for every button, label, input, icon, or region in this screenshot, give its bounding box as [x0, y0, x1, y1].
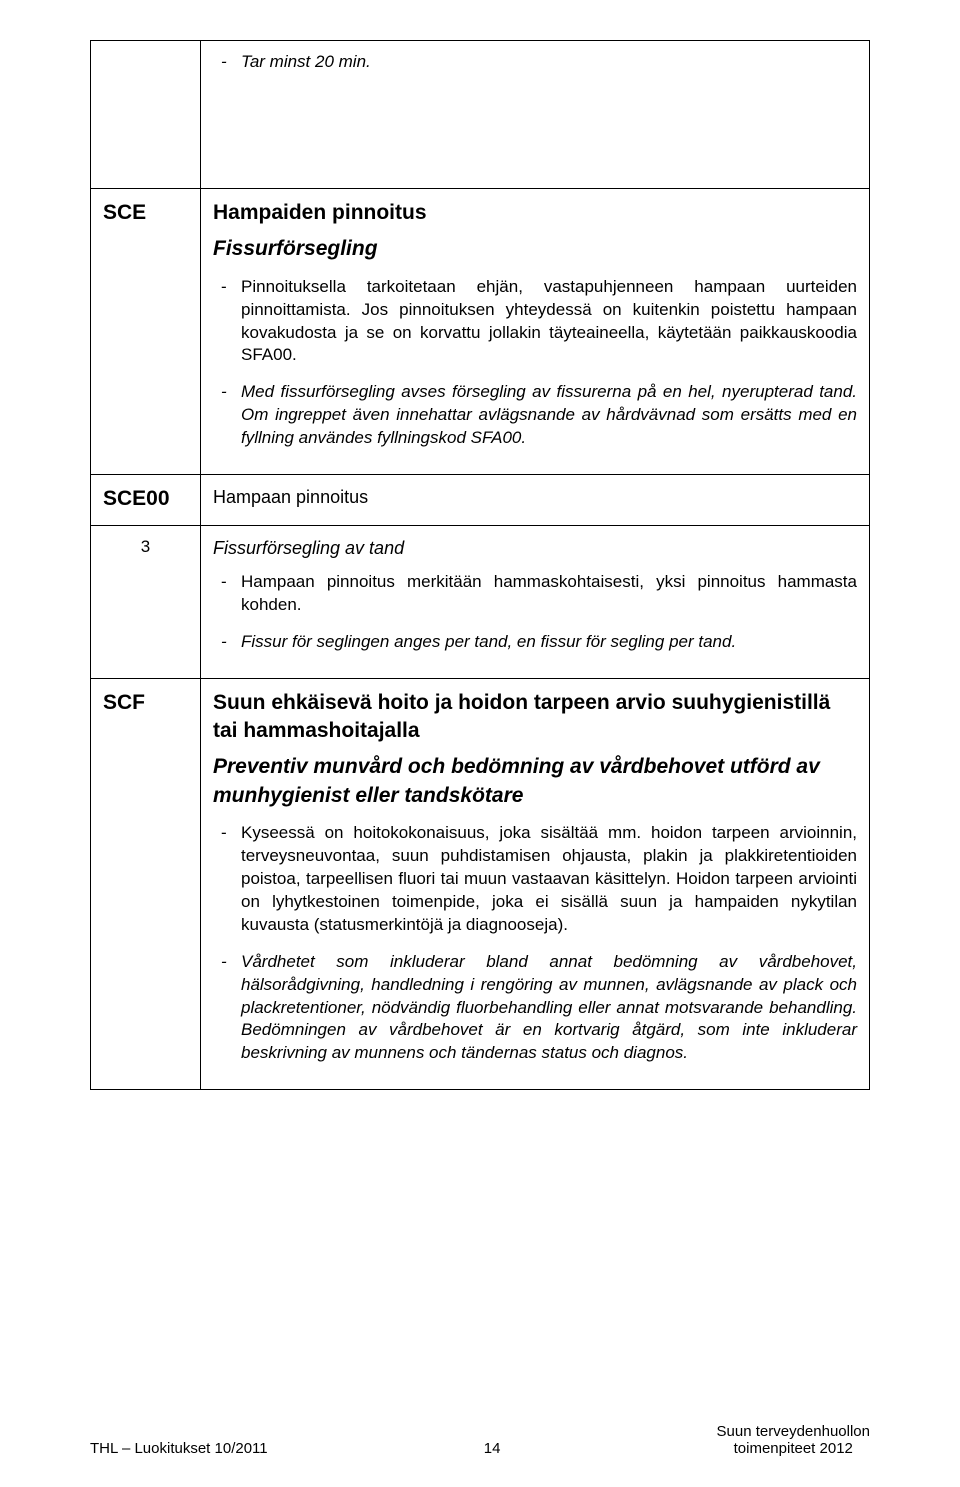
code-cell: SCF: [91, 678, 201, 1090]
code-cell: SCE: [91, 188, 201, 474]
code-label: SCF: [103, 691, 145, 714]
row-title: Hampaan pinnoitus: [213, 485, 857, 509]
code-cell-empty: [91, 41, 201, 189]
footer-right-line2: toimenpiteet 2012: [717, 1440, 870, 1457]
num-cell: 3: [91, 526, 201, 678]
bullet-italic: Fissur för seglingen anges per tand, en …: [213, 631, 857, 654]
row-title: Hampaiden pinnoitus: [213, 199, 857, 227]
table-row: SCE00 Hampaan pinnoitus: [91, 475, 870, 526]
bullet-text: Kyseessä on hoitokokonaisuus, joka sisäl…: [213, 822, 857, 937]
table-row: Tar minst 20 min.: [91, 41, 870, 189]
table-row: 3 Fissurförsegling av tand Hampaan pinno…: [91, 526, 870, 678]
row-subtitle: Preventiv munvård och bedömning av vårdb…: [213, 753, 857, 810]
bullet-text: Hampaan pinnoitus merkitään hammaskohtai…: [213, 571, 857, 617]
footer-right-line1: Suun terveydenhuollon: [717, 1423, 870, 1440]
footer-left: THL – Luokitukset 10/2011: [90, 1440, 268, 1457]
table-row: SCE Hampaiden pinnoitus Fissurförsegling…: [91, 188, 870, 474]
bullet-text: Pinnoituksella tarkoitetaan ehjän, vasta…: [213, 276, 857, 368]
table-row: SCF Suun ehkäisevä hoito ja hoidon tarpe…: [91, 678, 870, 1090]
content-cell: Hampaiden pinnoitus Fissurförsegling Pin…: [201, 188, 870, 474]
content-cell: Suun ehkäisevä hoito ja hoidon tarpeen a…: [201, 678, 870, 1090]
code-cell: SCE00: [91, 475, 201, 526]
content-cell: Fissurförsegling av tand Hampaan pinnoit…: [201, 526, 870, 678]
bullet-italic: Tar minst 20 min.: [213, 51, 857, 74]
row-subtitle: Fissurförsegling av tand: [213, 536, 857, 560]
bullet-italic: Med fissurförsegling avses försegling av…: [213, 381, 857, 450]
row-title: Suun ehkäisevä hoito ja hoidon tarpeen a…: [213, 689, 857, 746]
num-label: 3: [141, 537, 150, 556]
main-table: Tar minst 20 min. SCE Hampaiden pinnoitu…: [90, 40, 870, 1090]
code-label: SCE00: [103, 487, 170, 510]
page-footer: THL – Luokitukset 10/2011 14 Suun tervey…: [90, 1423, 870, 1457]
content-cell: Tar minst 20 min.: [201, 41, 870, 189]
code-label: SCE: [103, 201, 146, 224]
footer-pagenum: 14: [484, 1440, 501, 1457]
document-page: Tar minst 20 min. SCE Hampaiden pinnoitu…: [0, 0, 960, 1487]
row-subtitle: Fissurförsegling: [213, 235, 857, 263]
bullet-italic: Vårdhetet som inkluderar bland annat bed…: [213, 951, 857, 1066]
footer-right: Suun terveydenhuollon toimenpiteet 2012: [717, 1423, 870, 1457]
content-cell: Hampaan pinnoitus: [201, 475, 870, 526]
